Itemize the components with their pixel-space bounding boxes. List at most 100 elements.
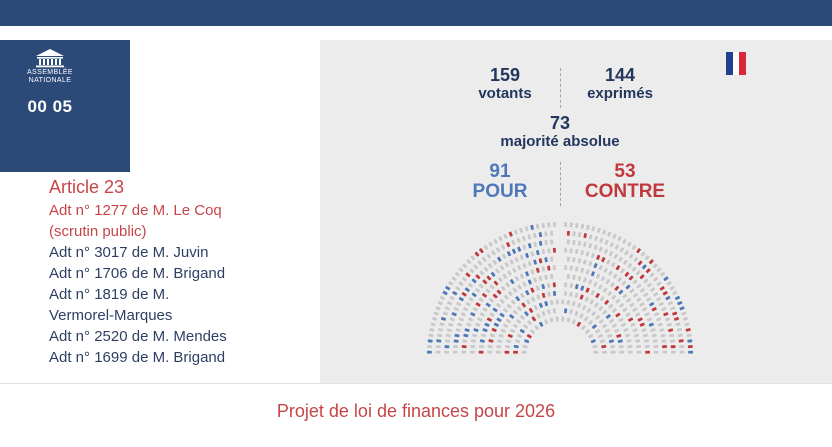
hemicycle-seat [579, 294, 584, 300]
hemicycle-seat [449, 295, 455, 301]
hemicycle-seat [502, 308, 509, 313]
session-clock: 00 05 [27, 97, 73, 116]
hemicycle-seat [593, 281, 598, 287]
hemicycle-seat [515, 339, 521, 344]
hemicycle-seat [597, 333, 603, 339]
hemicycle-seat [538, 302, 543, 308]
hemicycle-seat [429, 328, 435, 332]
hemicycle-seat [649, 272, 655, 278]
hemicycle-seat [485, 288, 491, 294]
hemicycle-seat-map [426, 222, 694, 354]
hemicycle-seat [588, 279, 593, 285]
hemicycle-seat [608, 270, 613, 276]
hemicycle-seat [590, 339, 596, 344]
hemicycle-seat [520, 292, 525, 299]
hemicycle-seat [569, 309, 573, 315]
hemicycle-seat [610, 282, 615, 288]
hemicycle-seat [461, 345, 467, 349]
hemicycle-seat [530, 224, 534, 230]
hemicycle-seat [478, 283, 484, 289]
hemicycle-seat [678, 339, 684, 343]
hemicycle-seat [616, 333, 622, 338]
hemicycle-seat [503, 233, 508, 239]
hemicycle-seat [595, 314, 601, 320]
hemicycle-seat [580, 250, 584, 256]
hemicycle-seat [602, 229, 607, 235]
hemicycle-seat [618, 317, 624, 322]
amendment-line: Vermorel-Marques [49, 307, 173, 324]
hemicycle-seat [463, 307, 469, 312]
hemicycle-seat [571, 319, 576, 325]
hemicycle-seat [508, 231, 513, 237]
hemicycle-seat [442, 311, 448, 316]
flag-blue-stripe [726, 52, 733, 75]
hemicycle-seat [598, 306, 604, 311]
hemicycle-seat [641, 264, 647, 270]
hemicycle-seat [582, 305, 587, 311]
hemicycle-seat [654, 312, 660, 317]
hemicycle-seat [504, 350, 510, 354]
hemicycle-seat [614, 285, 620, 291]
hemicycle-seat [513, 344, 519, 349]
hemicycle-seat [588, 261, 593, 267]
hemicycle-seat [614, 328, 620, 333]
hemicycle-seat [552, 290, 557, 296]
hemicycle-seat [508, 290, 513, 297]
hemicycle-seat [437, 301, 443, 306]
hemicycle-seat [470, 339, 477, 343]
hemicycle-seat [674, 295, 681, 301]
hemicycle-seat [659, 286, 665, 291]
hemicycle-seat [534, 325, 539, 331]
hemicycle-seat [650, 287, 656, 292]
hemicycle-seat [458, 317, 464, 322]
hemicycle-seat [462, 263, 468, 269]
hemicycle-seat [637, 260, 643, 266]
hemicycle-seat [577, 232, 582, 238]
hemicycle-seat [602, 309, 608, 315]
hemicycle-seat [488, 241, 493, 247]
hemicycle-seat [628, 317, 634, 322]
hemicycle-seat [629, 288, 635, 294]
hemicycle-seat [648, 259, 654, 265]
hemicycle-seat [572, 274, 576, 280]
hemicycle-seat [506, 303, 512, 309]
hemicycle-seat [621, 280, 627, 286]
hemicycle-seat [608, 339, 614, 344]
hemicycle-seat [602, 350, 607, 354]
hemicycle-seat [658, 301, 664, 307]
hemicycle-seat [522, 344, 528, 349]
hemicycle-seat [643, 278, 649, 284]
hemicycle-seat [455, 286, 461, 291]
hemicycle-seat [665, 295, 671, 301]
hemicycle-seat [461, 292, 467, 297]
hemicycle-seat [615, 298, 621, 304]
hemicycle-seat [509, 314, 515, 319]
hemicycle-building-icon [36, 49, 64, 68]
hemicycle-seat [624, 271, 630, 277]
hemicycle-seat [677, 301, 683, 306]
hemicycle-seat [589, 299, 594, 305]
hemicycle-seat [491, 328, 497, 332]
hemicycle-seat [555, 299, 559, 305]
hemicycle-seat [628, 275, 634, 281]
hemicycle-seat [486, 275, 492, 281]
hemicycle-seat [517, 246, 522, 252]
hemicycle-seat [472, 333, 478, 338]
hemicycle-seat [575, 223, 579, 228]
hemicycle-seat [601, 257, 606, 263]
hemicycle-seat [593, 350, 599, 354]
hemicycle-seat [588, 234, 593, 240]
hemicycle-seat [500, 285, 506, 291]
hemicycle-seat [550, 230, 554, 236]
hemicycle-seat [660, 271, 666, 277]
hemicycle-seat [566, 239, 570, 245]
hemicycle-seat [656, 281, 662, 287]
hemicycle-seat [603, 248, 609, 254]
hemicycle-seat [517, 333, 523, 339]
hemicycle-seat [598, 265, 603, 271]
hemicycle-seat [591, 311, 596, 317]
hemicycle-seat [506, 251, 512, 257]
hemicycle-seat [470, 345, 476, 349]
hemicycle-seat [627, 263, 633, 269]
hemicycle-seat [468, 317, 474, 322]
